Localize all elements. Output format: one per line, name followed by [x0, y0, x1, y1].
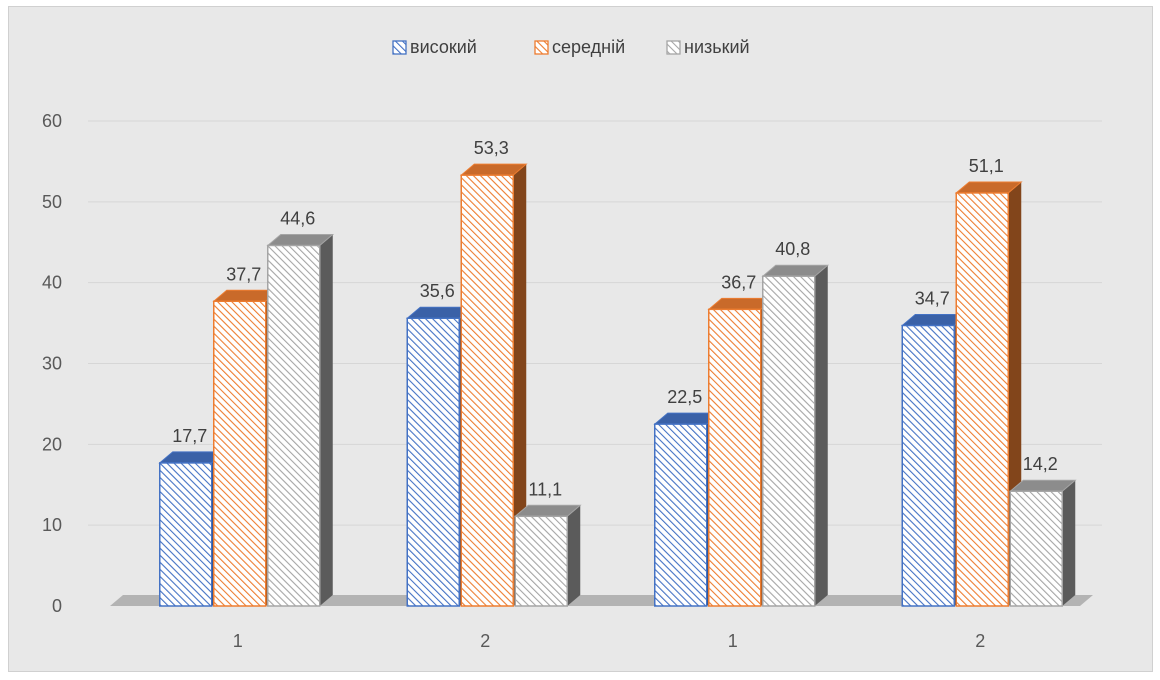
x-tick-label: 1	[728, 631, 738, 651]
x-tick-label: 2	[480, 631, 490, 651]
bars	[158, 163, 1077, 607]
data-label: 53,3	[474, 138, 509, 158]
y-tick-label: 40	[42, 273, 62, 293]
data-label: 35,6	[420, 281, 455, 301]
x-axis: 1 2 1 2	[233, 631, 986, 651]
data-label: 22,5	[667, 387, 702, 407]
legend-label: середній	[552, 37, 625, 57]
y-tick-label: 20	[42, 434, 62, 454]
data-label: 14,2	[1023, 454, 1058, 474]
data-labels: 17,7 37,7 44,6 35,6 53,3 11,1 22,5 36,7 40,8 34,7…	[172, 138, 1058, 499]
bar	[761, 264, 830, 607]
legend: високий середній низький	[392, 37, 750, 57]
bar	[1008, 479, 1077, 607]
legend-item: низький	[666, 37, 750, 57]
legend-label: низький	[684, 37, 750, 57]
data-label: 44,6	[280, 208, 315, 228]
bar	[513, 504, 582, 607]
bar	[459, 163, 528, 607]
y-tick-label: 50	[42, 192, 62, 212]
legend-swatch	[666, 40, 681, 55]
data-label: 37,7	[226, 264, 261, 284]
floor	[110, 595, 1093, 606]
data-label: 40,8	[775, 239, 810, 259]
legend-label: високий	[410, 37, 477, 57]
legend-item: високий	[392, 37, 477, 57]
x-tick-label: 2	[975, 631, 985, 651]
data-label: 11,1	[528, 479, 562, 499]
legend-swatch	[392, 40, 407, 55]
y-tick-label: 0	[52, 596, 62, 616]
legend-item: середній	[534, 37, 625, 57]
data-label: 51,1	[969, 156, 1004, 176]
y-axis: 0 10 20 30 40 50 60	[42, 111, 62, 616]
y-tick-label: 30	[42, 354, 62, 374]
data-label: 34,7	[915, 289, 950, 309]
data-label: 17,7	[172, 426, 207, 446]
legend-swatch	[534, 40, 549, 55]
chart-floor	[110, 595, 1093, 606]
data-label: 36,7	[721, 272, 756, 292]
bar	[266, 233, 335, 607]
y-tick-label: 10	[42, 515, 62, 535]
x-tick-label: 1	[233, 631, 243, 651]
y-tick-label: 60	[42, 111, 62, 131]
